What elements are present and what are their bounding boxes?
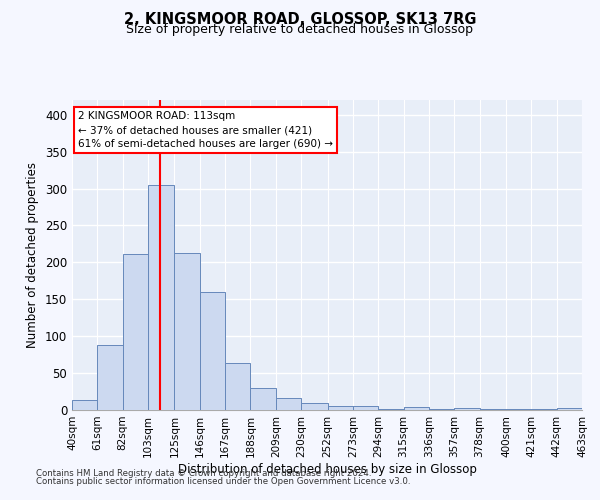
Bar [225,363,250,410]
Bar [404,407,429,410]
Text: 2, KINGSMOOR ROAD, GLOSSOP, SK13 7RG: 2, KINGSMOOR ROAD, GLOSSOP, SK13 7RG [124,12,476,28]
Bar [97,345,122,410]
Bar [148,185,175,410]
Y-axis label: Number of detached properties: Number of detached properties [26,162,40,348]
Bar [429,408,454,410]
Bar [175,253,200,410]
Bar [122,254,148,410]
Bar [250,388,276,410]
Bar [454,408,479,410]
Bar [532,408,557,410]
Bar [301,404,328,410]
Text: Contains HM Land Registry data © Crown copyright and database right 2024.: Contains HM Land Registry data © Crown c… [36,468,371,477]
Text: Size of property relative to detached houses in Glossop: Size of property relative to detached ho… [127,22,473,36]
Bar [328,406,353,410]
Text: 2 KINGSMOOR ROAD: 113sqm
← 37% of detached houses are smaller (421)
61% of semi-: 2 KINGSMOOR ROAD: 113sqm ← 37% of detach… [78,111,333,149]
Bar [479,408,506,410]
Bar [353,406,378,410]
Text: Contains public sector information licensed under the Open Government Licence v3: Contains public sector information licen… [36,477,410,486]
Bar [72,400,97,410]
Bar [506,408,532,410]
Bar [557,408,582,410]
X-axis label: Distribution of detached houses by size in Glossop: Distribution of detached houses by size … [178,462,476,475]
Bar [276,398,301,410]
Bar [200,292,225,410]
